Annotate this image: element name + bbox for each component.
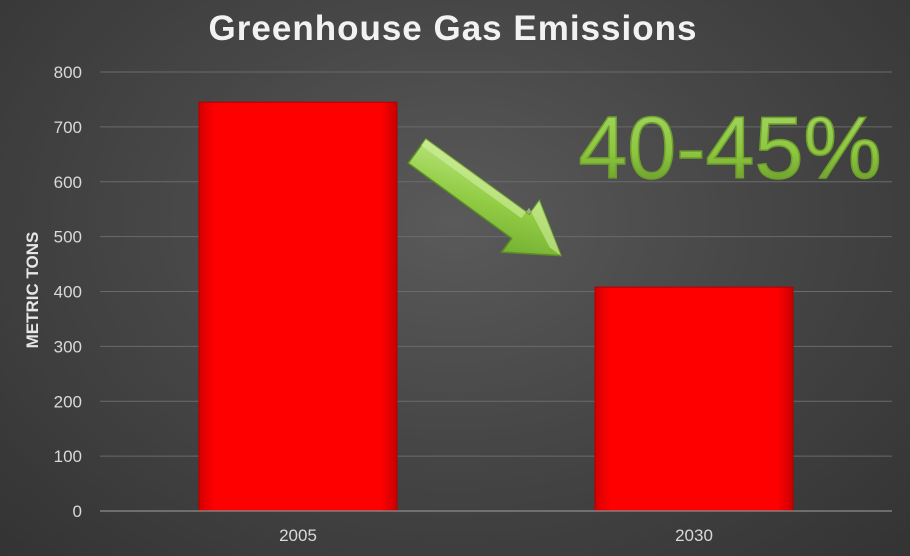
y-axis-label: METRIC TONS xyxy=(23,232,42,349)
bar-2005 xyxy=(198,101,398,512)
percent-reduction-callout: 40-45% xyxy=(578,98,881,197)
bar-2030 xyxy=(594,286,794,512)
y-tick-label: 800 xyxy=(54,63,82,82)
y-tick-label: 200 xyxy=(54,392,82,411)
bars xyxy=(198,101,794,512)
y-tick-label: 700 xyxy=(54,118,82,137)
y-tick-label: 500 xyxy=(54,228,82,247)
y-tick-label: 300 xyxy=(54,337,82,356)
y-axis-ticks: 0 100 200 300 400 500 600 700 800 xyxy=(54,63,82,521)
y-tick-label: 100 xyxy=(54,447,82,466)
y-tick-label: 400 xyxy=(54,283,82,302)
y-tick-label: 0 xyxy=(73,502,82,521)
x-tick-label: 2005 xyxy=(279,526,317,545)
x-tick-label: 2030 xyxy=(675,526,713,545)
chart-title: Greenhouse Gas Emissions xyxy=(209,9,698,48)
arrow-down-right-icon xyxy=(407,137,563,257)
y-tick-label: 600 xyxy=(54,173,82,192)
x-axis-ticks: 2005 2030 xyxy=(279,526,713,545)
